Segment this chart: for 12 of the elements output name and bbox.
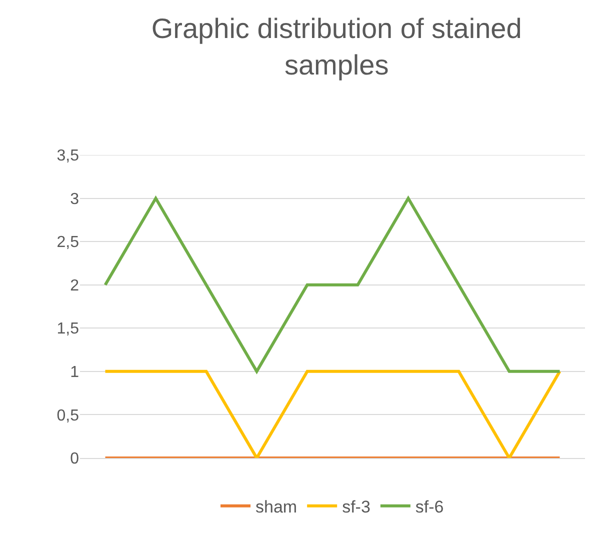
y-tick-label: 1,5 xyxy=(56,320,80,338)
legend-label: sf-3 xyxy=(342,497,370,516)
legend-label: sham xyxy=(256,497,298,516)
y-tick-label: 2 xyxy=(70,277,80,294)
y-tick-label: 3 xyxy=(70,190,80,208)
chart-title: Graphic distribution of stained samples xyxy=(151,13,522,81)
y-tick-label: 3,5 xyxy=(56,148,80,165)
y-tick-label: 0,5 xyxy=(56,407,80,424)
y-tick-label: 0 xyxy=(70,450,80,468)
y-tick-label: 2,5 xyxy=(56,234,80,252)
y-tick-label: 1 xyxy=(70,364,80,382)
legend-label: sf-6 xyxy=(415,497,444,516)
